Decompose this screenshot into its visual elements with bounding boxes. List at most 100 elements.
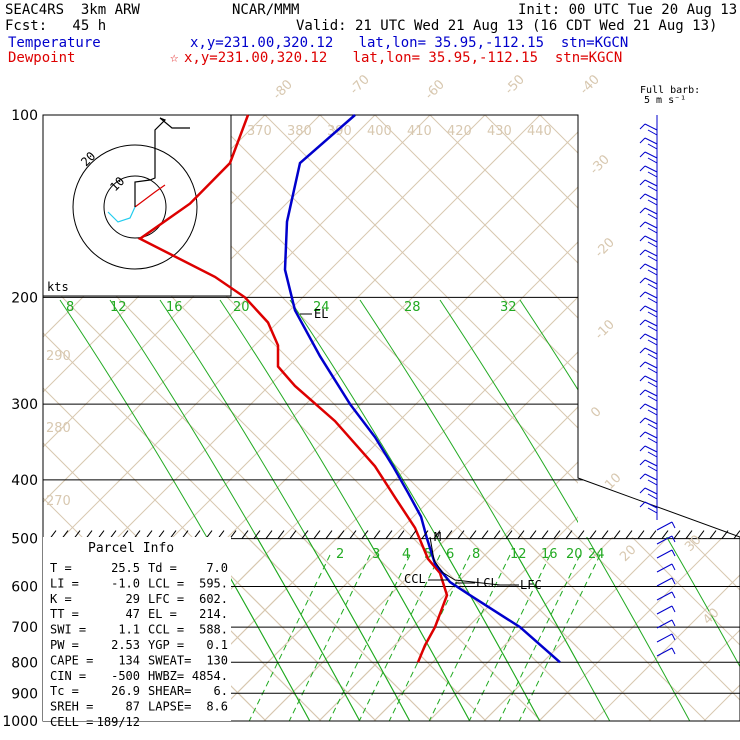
isotherm-line xyxy=(208,537,394,721)
wind-barb xyxy=(644,319,658,327)
parcel-value: 1.1 xyxy=(118,623,140,637)
hatch-mark xyxy=(625,530,633,539)
isotherm-line xyxy=(538,681,578,721)
mixing-ratio-label: 12 xyxy=(110,300,127,315)
wind-barb xyxy=(639,277,646,284)
mixing-ratio-label: 32 xyxy=(500,300,517,315)
parcel-value: 87 xyxy=(126,700,140,714)
wind-barb xyxy=(644,165,658,173)
wind-barb xyxy=(639,347,646,354)
wind-barb xyxy=(644,431,658,439)
dry-adiabat-line xyxy=(191,537,377,721)
parcel-value: 25.5 xyxy=(111,561,140,575)
mixing-ratio-line xyxy=(288,554,371,721)
hatch-mark xyxy=(565,530,573,539)
parcel-value: 4854. xyxy=(192,669,228,683)
pressure-label: 600 xyxy=(11,580,38,596)
wind-barb xyxy=(671,591,676,599)
parcel-label: SWI = xyxy=(50,623,86,637)
wind-barb xyxy=(639,151,646,158)
wind-barb xyxy=(647,493,658,500)
parcel-value: 6. xyxy=(214,684,228,698)
wind-barb xyxy=(656,633,673,643)
wind-barb xyxy=(647,269,658,276)
hatch-mark xyxy=(313,530,321,539)
wind-barb xyxy=(639,459,646,466)
m-marker: M xyxy=(434,530,441,544)
wind-barb xyxy=(639,137,646,144)
isotherm-line xyxy=(428,537,614,721)
isotherm-label: -10 xyxy=(592,317,618,343)
mixing-ratio-label: 4 xyxy=(402,547,410,562)
wind-barb xyxy=(647,409,658,416)
hatch-mark xyxy=(469,530,477,539)
wind-barb xyxy=(639,165,646,172)
parcel-value: 189/12 xyxy=(97,715,140,729)
mixing-ratio-label: 28 xyxy=(404,300,421,315)
hodograph-units: kts xyxy=(47,280,69,294)
hatch-mark xyxy=(265,530,273,539)
hodograph-trace-red xyxy=(134,184,166,208)
hatch-mark xyxy=(373,530,381,539)
wind-barb xyxy=(656,563,673,573)
mixing-ratio-label: 24 xyxy=(313,300,330,315)
parcel-value: 588. xyxy=(199,623,228,637)
wind-barb xyxy=(647,451,658,458)
mixing-ratio-label: 20 xyxy=(566,547,583,562)
wind-barb xyxy=(644,403,658,411)
wind-barb xyxy=(644,263,658,271)
isotherm-label: 10 xyxy=(602,471,624,493)
dry-adiabat-line xyxy=(520,40,740,740)
wind-barb xyxy=(656,647,673,657)
hatch-mark xyxy=(673,530,681,539)
wind-barb xyxy=(644,347,658,355)
parcel-value: 0.1 xyxy=(206,638,228,652)
dry-adiabat-line xyxy=(484,115,578,209)
wind-barb xyxy=(647,157,658,164)
dry-adiabat-line xyxy=(576,537,740,701)
wind-barb xyxy=(671,577,676,585)
mixing-ratio-label: 16 xyxy=(541,547,558,562)
dry-adiabat-line xyxy=(465,40,740,740)
pressure-label: 400 xyxy=(11,473,38,489)
mixing-ratio-labels: 8 12 16 20 24 28 32 2 3 4 5 6 8 12 16 20 24 xyxy=(66,300,605,562)
wind-barb xyxy=(671,633,676,641)
isotherm-label: -80 xyxy=(270,77,296,103)
moist-adiabat-line xyxy=(519,299,578,391)
ccl-marker: CCL xyxy=(404,572,426,586)
wind-barb xyxy=(639,305,646,312)
hatch-mark xyxy=(613,530,621,539)
hatch-mark xyxy=(433,530,441,539)
dry-adiabat-line xyxy=(466,537,652,721)
parcel-label: K = xyxy=(50,592,72,606)
wind-barb xyxy=(647,367,658,374)
wind-barb xyxy=(647,465,658,472)
mixing-ratio-label: 5 xyxy=(424,547,432,562)
wind-barb xyxy=(644,417,658,425)
dry-adiabat-line xyxy=(539,115,578,154)
parcel-value: 26.9 xyxy=(111,684,140,698)
wind-barb xyxy=(644,221,658,229)
parcel-label: LCL = xyxy=(148,576,184,590)
wind-barb xyxy=(644,137,658,145)
wind-barb xyxy=(647,185,658,192)
hatch-mark xyxy=(685,530,693,539)
wind-barb xyxy=(639,361,646,368)
moist-adiabat-line xyxy=(366,537,471,721)
parcel-label: EL = xyxy=(148,607,177,621)
pressure-axis: 100 200 300 400 500 600 700 800 900 1000 xyxy=(2,108,38,730)
moist-adiabat-line xyxy=(439,299,578,524)
dry-adiabat-line xyxy=(0,40,10,740)
parcel-label: YGP = xyxy=(148,638,184,652)
parcel-label: CCL = xyxy=(148,623,184,637)
dewpoint-legend: Dewpoint xyxy=(8,50,76,66)
dry-adiabat-line xyxy=(630,40,740,740)
mixing-ratio-label: 8 xyxy=(66,300,74,315)
parcel-value: 214. xyxy=(199,607,228,621)
wind-barbs xyxy=(639,115,676,657)
hodograph-ring-outer xyxy=(72,144,198,270)
wind-barb xyxy=(644,207,658,215)
wind-barb xyxy=(647,171,658,178)
wind-barb xyxy=(639,417,646,424)
